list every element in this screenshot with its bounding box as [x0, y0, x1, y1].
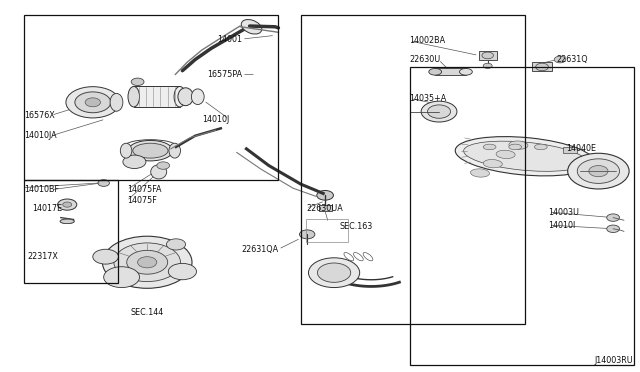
Text: 14040E: 14040E: [566, 144, 596, 153]
Circle shape: [58, 199, 77, 210]
Circle shape: [554, 56, 566, 63]
Text: 16576X: 16576X: [24, 111, 55, 120]
Circle shape: [607, 214, 620, 221]
Bar: [410, 67, 634, 365]
Circle shape: [428, 105, 451, 118]
Circle shape: [483, 63, 492, 68]
Circle shape: [300, 230, 315, 239]
Ellipse shape: [178, 88, 193, 106]
Ellipse shape: [483, 160, 502, 168]
Bar: [24, 180, 118, 283]
Text: 22630U: 22630U: [410, 55, 441, 64]
Ellipse shape: [174, 86, 186, 107]
Text: 14010J: 14010J: [202, 115, 229, 124]
Ellipse shape: [496, 150, 515, 158]
Text: SEC.163: SEC.163: [339, 222, 372, 231]
Ellipse shape: [509, 144, 522, 150]
Bar: [301, 15, 525, 324]
Text: 22630UA: 22630UA: [306, 204, 342, 213]
Circle shape: [63, 202, 72, 207]
Bar: [134, 86, 180, 107]
Text: 14035+A: 14035+A: [410, 94, 447, 103]
Circle shape: [168, 263, 196, 280]
Ellipse shape: [483, 144, 496, 150]
Ellipse shape: [133, 143, 168, 158]
Circle shape: [317, 190, 333, 200]
Circle shape: [317, 263, 351, 282]
Ellipse shape: [110, 93, 123, 111]
Ellipse shape: [470, 169, 490, 177]
Text: 22317X: 22317X: [27, 252, 58, 261]
Ellipse shape: [463, 141, 586, 171]
Circle shape: [98, 180, 109, 186]
Circle shape: [568, 153, 629, 189]
Text: 14017E: 14017E: [32, 204, 62, 213]
Circle shape: [131, 78, 144, 86]
Circle shape: [607, 225, 620, 232]
Text: 14075FA: 14075FA: [127, 185, 161, 194]
Bar: [532, 62, 552, 71]
Text: 14075F: 14075F: [127, 196, 156, 205]
Text: J14003RU: J14003RU: [595, 356, 634, 365]
Bar: [24, 15, 278, 180]
Ellipse shape: [191, 89, 204, 105]
Ellipse shape: [128, 86, 140, 107]
Text: 14010I: 14010I: [548, 221, 576, 230]
Circle shape: [536, 63, 548, 71]
Circle shape: [127, 250, 168, 274]
Circle shape: [104, 267, 140, 288]
Bar: [479, 51, 497, 60]
Circle shape: [93, 249, 118, 264]
Circle shape: [166, 239, 186, 250]
Circle shape: [482, 52, 493, 59]
Text: 22631QA: 22631QA: [241, 245, 278, 254]
Bar: [306, 219, 348, 242]
Ellipse shape: [534, 144, 547, 150]
Circle shape: [308, 258, 360, 288]
Circle shape: [589, 166, 608, 177]
Ellipse shape: [455, 137, 595, 176]
Ellipse shape: [169, 143, 180, 158]
Circle shape: [421, 101, 457, 122]
Ellipse shape: [128, 140, 173, 161]
Bar: [435, 68, 466, 75]
Ellipse shape: [60, 219, 74, 224]
Text: 14010JA: 14010JA: [24, 131, 57, 140]
Text: 14002BA: 14002BA: [410, 36, 445, 45]
Ellipse shape: [429, 68, 442, 75]
Circle shape: [577, 159, 620, 183]
Circle shape: [114, 243, 180, 282]
Circle shape: [85, 98, 100, 107]
Circle shape: [123, 155, 146, 169]
Text: 14001: 14001: [217, 35, 242, 44]
Bar: [563, 147, 577, 153]
Circle shape: [75, 92, 111, 113]
Text: 22631Q: 22631Q: [557, 55, 588, 64]
Bar: [319, 205, 332, 211]
Ellipse shape: [120, 143, 132, 158]
Ellipse shape: [241, 20, 262, 34]
Text: 16575PA: 16575PA: [207, 70, 242, 79]
Text: 14003U: 14003U: [548, 208, 579, 217]
Ellipse shape: [460, 68, 472, 75]
Ellipse shape: [151, 165, 166, 179]
Text: SEC.144: SEC.144: [131, 308, 164, 317]
Ellipse shape: [509, 141, 528, 149]
Circle shape: [66, 87, 120, 118]
Circle shape: [138, 257, 157, 268]
Text: 14010BF: 14010BF: [24, 185, 60, 194]
Circle shape: [157, 162, 170, 169]
Circle shape: [102, 236, 192, 288]
